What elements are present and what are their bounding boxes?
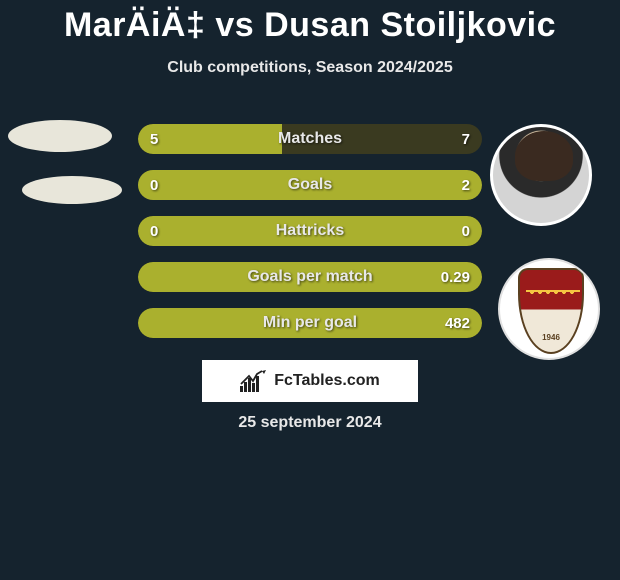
player2-avatar [490,124,592,226]
season-subtitle: Club competitions, Season 2024/2025 [0,59,620,77]
stat-label: Min per goal [138,308,482,338]
stat-value-right: 482 [445,308,470,338]
stat-value-right: 0 [462,216,470,246]
page-title: MarÄiÄ‡ vs Dusan Stoiljkovic [0,0,620,45]
stat-row: Goals per match0.29 [138,262,482,292]
watermark: FcTables.com [202,360,418,402]
stat-value-left: 0 [150,170,158,200]
player1-avatar-placeholder [8,120,112,152]
stat-value-left: 5 [150,124,158,154]
snapshot-date: 25 september 2024 [0,414,620,432]
club-crest-shape [518,268,584,354]
stat-row: Matches5 7 [138,124,482,154]
player2-club-crest [498,258,600,360]
stat-label: Goals per match [138,262,482,292]
stat-label: Goals [138,170,482,200]
player1-club-placeholder [22,176,122,204]
stat-row: Goals0 2 [138,170,482,200]
watermark-text: FcTables.com [274,372,380,390]
stat-row: Min per goal482 [138,308,482,338]
fctables-logo-icon [240,370,268,392]
stats-panel: Matches57Goals02Hattricks00Goals per mat… [138,124,482,354]
stat-label: Hattricks [138,216,482,246]
stat-value-left: 0 [150,216,158,246]
stat-row: Hattricks0 0 [138,216,482,246]
stat-label: Matches [138,124,482,154]
stat-value-right: 2 [462,170,470,200]
stat-value-right: 7 [462,124,470,154]
stat-value-right: 0.29 [441,262,470,292]
